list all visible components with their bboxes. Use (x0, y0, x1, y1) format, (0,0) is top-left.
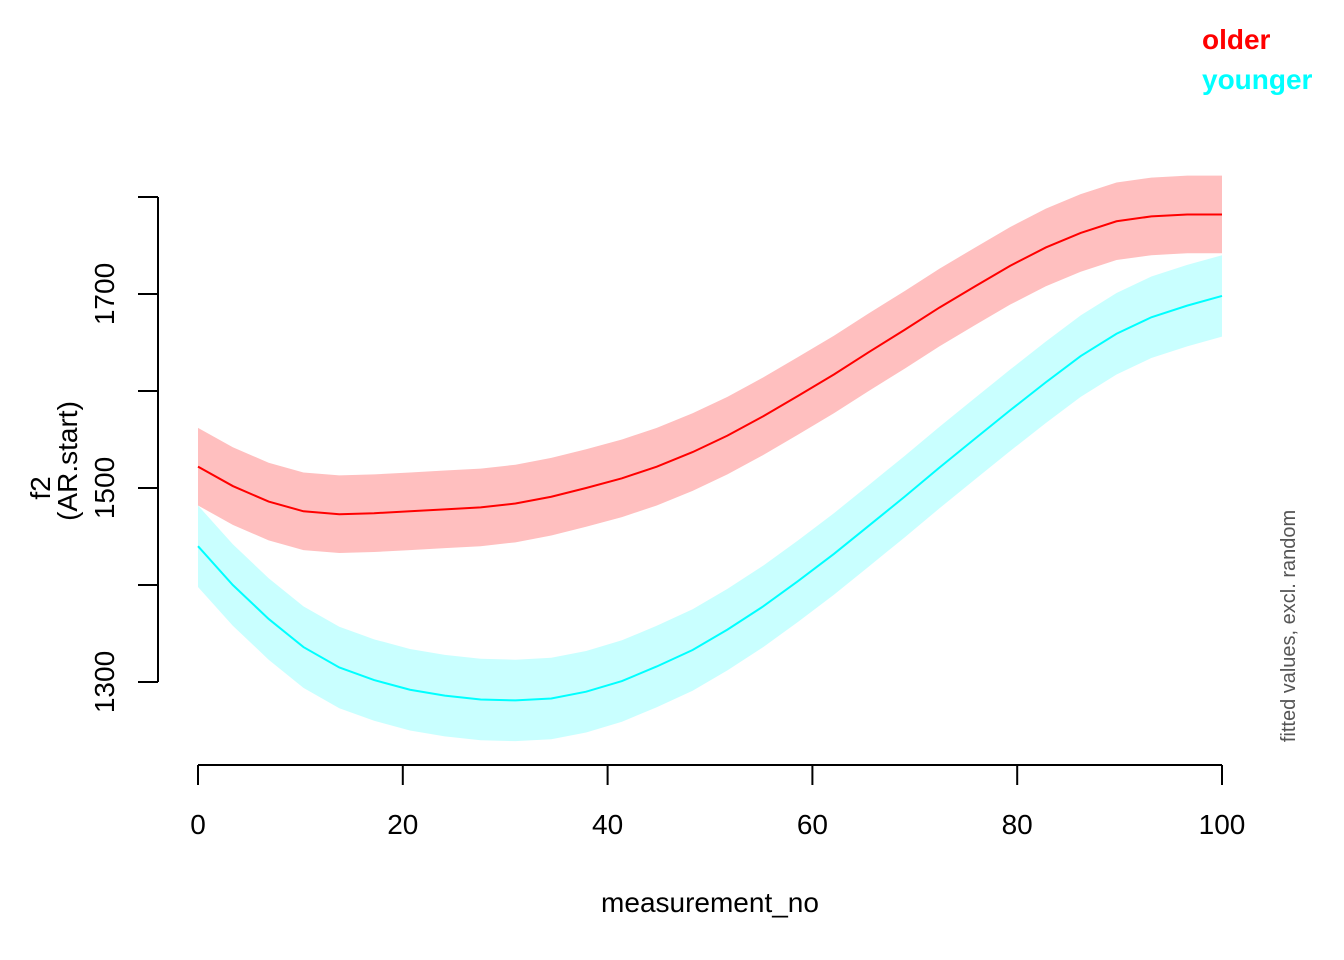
x-tick-label-40: 40 (592, 809, 623, 840)
x-tick-label-100: 100 (1199, 809, 1246, 840)
x-tick-label-60: 60 (797, 809, 828, 840)
y-axis: 1300 1500 1700 (89, 196, 159, 713)
band-younger (198, 255, 1222, 742)
y-axis-title-line-2: (AR.start) (52, 401, 83, 521)
y-tick-label-1500: 1500 (89, 457, 120, 519)
fitted-values-note: fitted values, excl. random (1278, 510, 1300, 742)
line-older (197, 213, 1222, 516)
confidence-bands (198, 175, 1222, 742)
x-axis-title: measurement_no (601, 887, 819, 918)
x-axis: 0 20 40 60 80 100 (190, 764, 1246, 840)
y-tick-label-1300: 1300 (89, 651, 120, 713)
fitted-lines (197, 213, 1223, 702)
legend-younger: younger (1202, 64, 1313, 95)
x-tick-label-20: 20 (387, 809, 418, 840)
x-tick-label-80: 80 (1002, 809, 1033, 840)
x-tick-label-0: 0 (190, 809, 206, 840)
legend-older: older (1202, 24, 1271, 55)
band-older (198, 175, 1222, 553)
y-tick-label-1700: 1700 (89, 263, 120, 325)
y-axis-title-line-1: f2 (25, 476, 56, 499)
line-younger (197, 294, 1223, 702)
